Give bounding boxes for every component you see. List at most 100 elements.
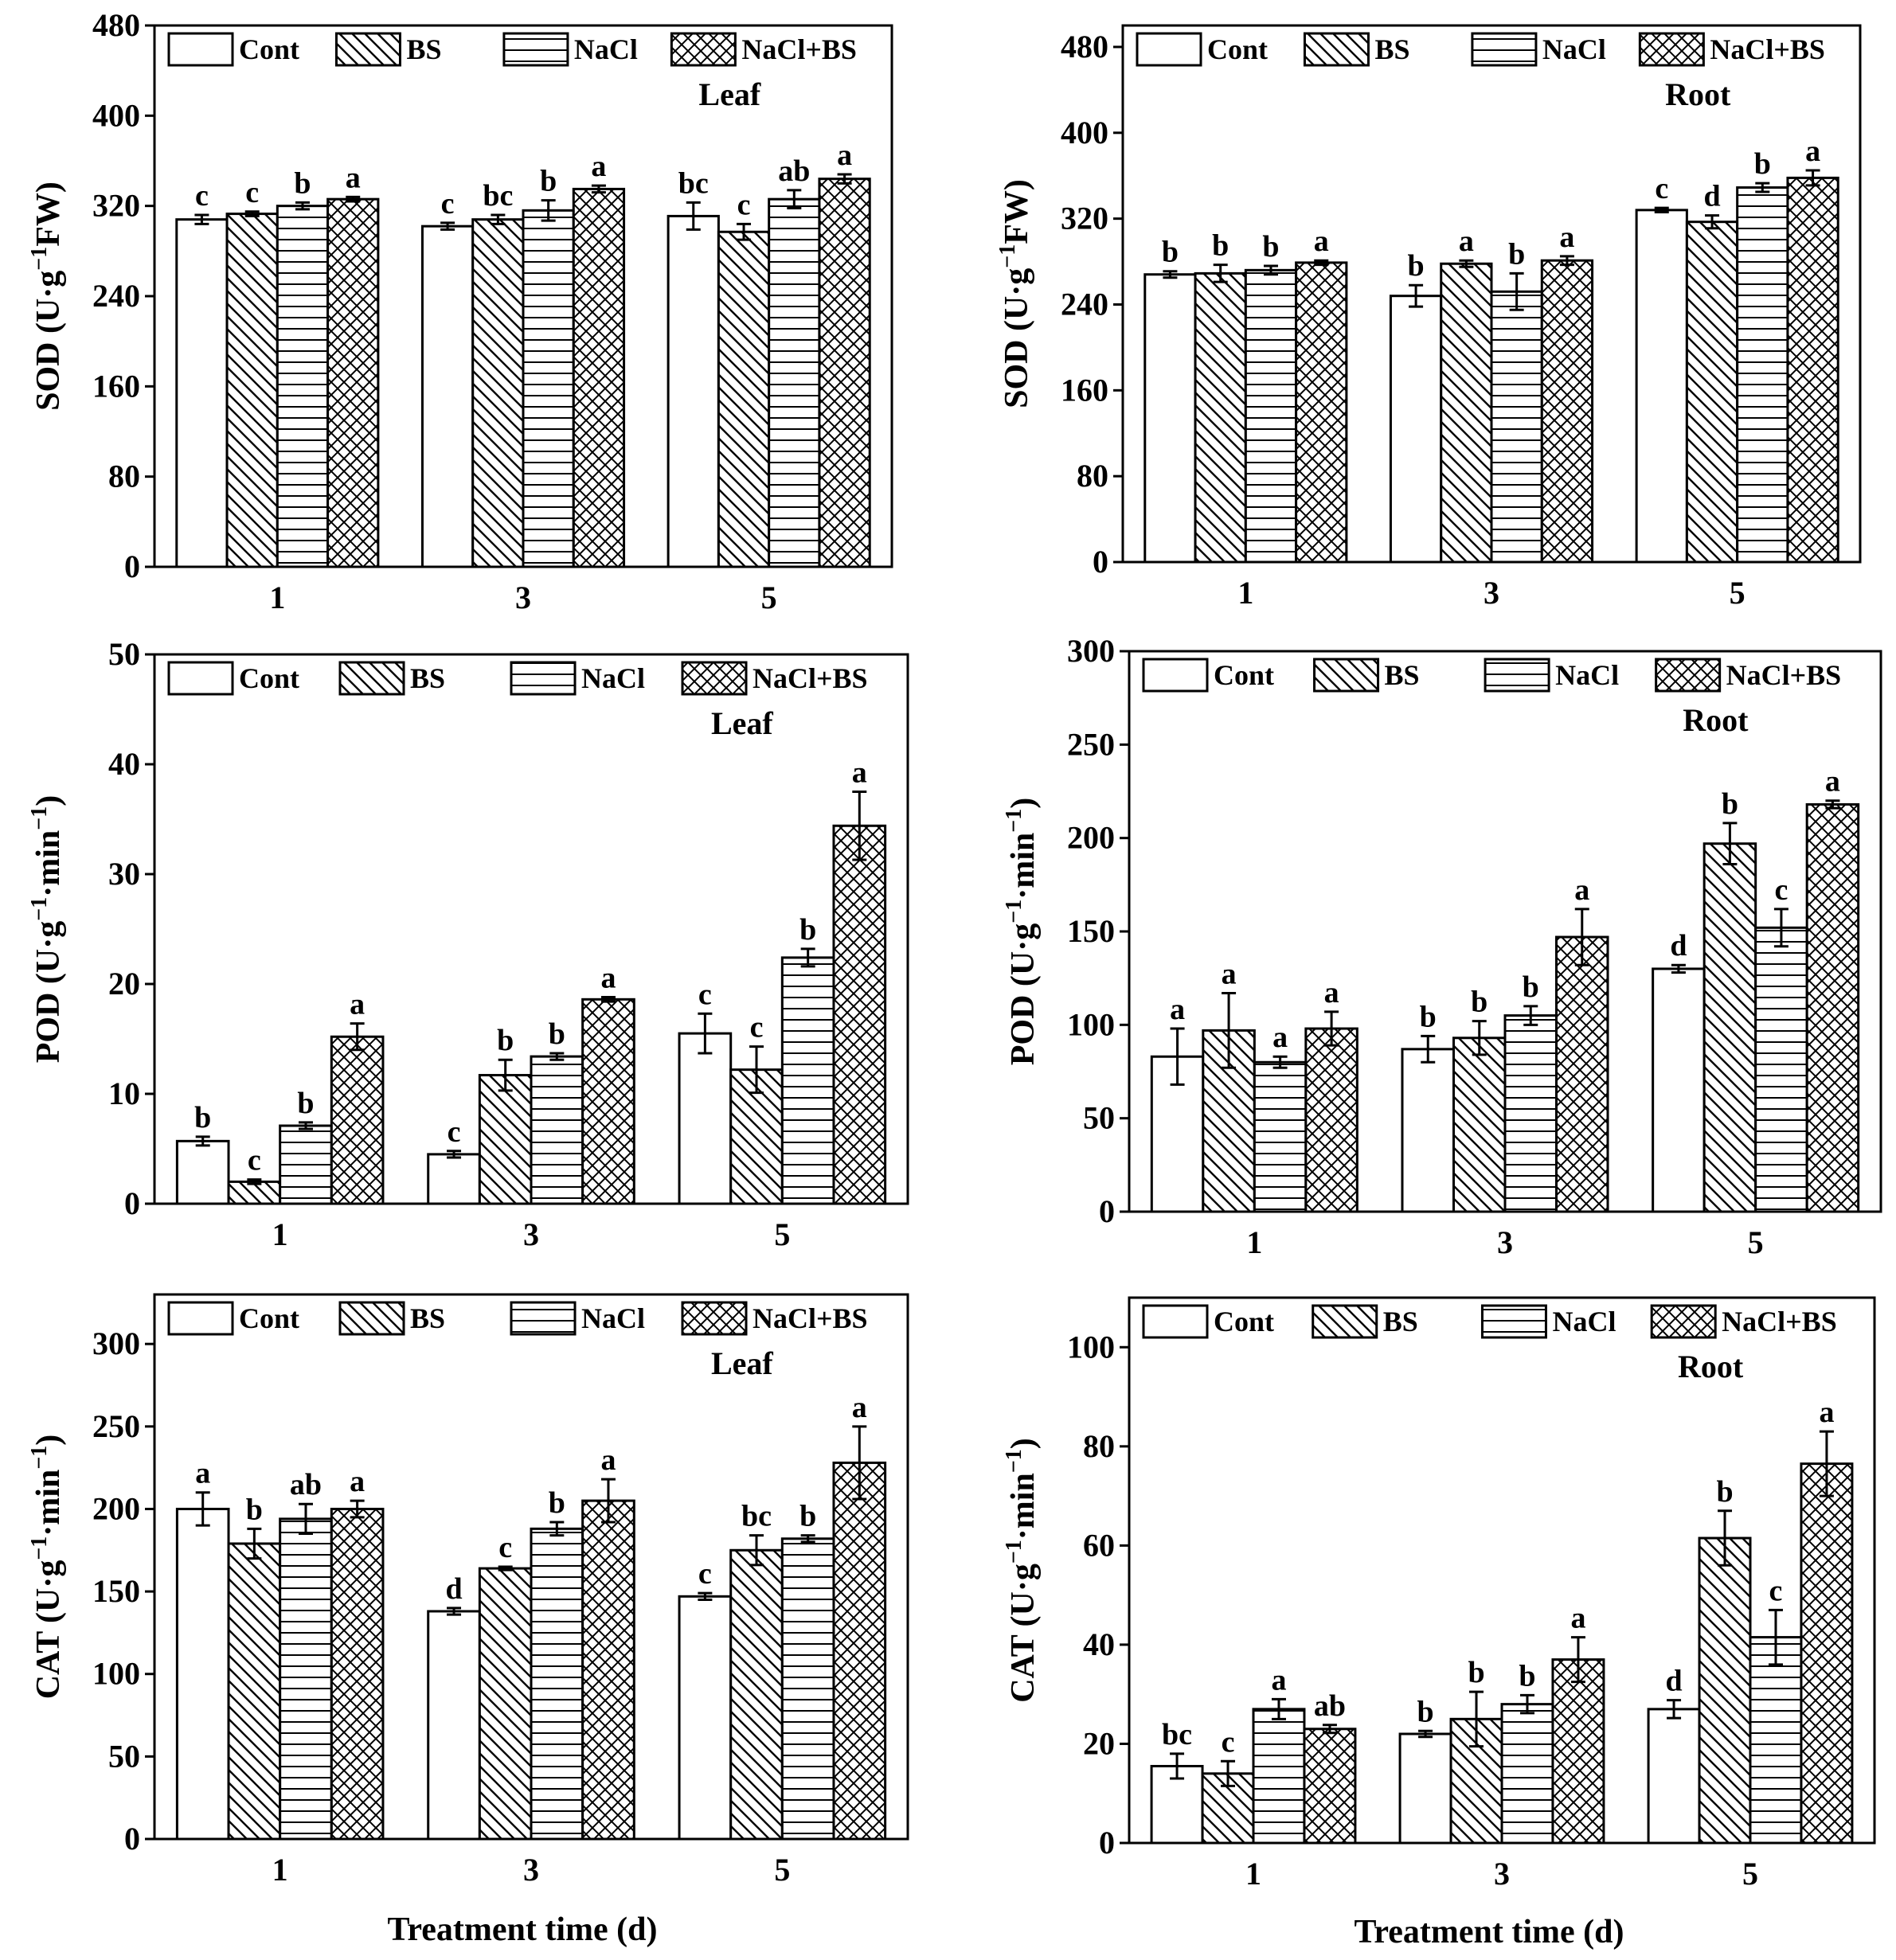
significance-letter: b: [1417, 1695, 1433, 1728]
bar-NaClBS-day1: [1295, 261, 1348, 564]
significance-letter: b: [1408, 249, 1425, 283]
x-tick-label: 3: [1494, 1856, 1510, 1892]
x-tick-label: 1: [1237, 575, 1253, 611]
bar-BS-day1: [225, 213, 279, 568]
y-tick-label: 0: [1099, 1193, 1115, 1229]
significance-letter: c: [248, 1144, 261, 1177]
legend-label-cont: Cont: [239, 33, 299, 65]
y-tick-label: 480: [1061, 29, 1108, 64]
significance-letter: d: [1665, 1665, 1682, 1698]
significance-letter: a: [1314, 225, 1329, 258]
legend-label-nacl: NaCl: [1552, 1306, 1616, 1337]
bar-NaClBS-day5: [1805, 802, 1860, 1213]
legend-swatch-nacl: [510, 1301, 577, 1336]
significance-letter: a: [1559, 221, 1574, 254]
y-tick-label: 100: [92, 1656, 140, 1692]
y-tick-label: 60: [1083, 1527, 1115, 1563]
bar-NaCl-day5: [768, 197, 821, 568]
y-axis-label: CAT (U·g−1·min−1): [27, 1435, 67, 1700]
panel-tag: Root: [1678, 1349, 1744, 1384]
y-tick-label: 0: [124, 1185, 140, 1221]
significance-letter: c: [498, 1531, 512, 1564]
significance-letter: b: [1262, 230, 1279, 264]
y-tick-label: 100: [1067, 1329, 1115, 1365]
significance-letter: b: [799, 913, 816, 947]
bar-Cont-day5: [678, 1595, 733, 1841]
x-tick-label: 3: [515, 580, 531, 615]
legend-swatch-bs: [1313, 658, 1380, 693]
legend-swatch-cont: [167, 661, 234, 696]
significance-letter: ab: [778, 154, 810, 188]
legend: Cont BS NaCl NaCl+BS: [1142, 658, 1841, 693]
legend-label-bs: BS: [410, 1302, 445, 1334]
legend-label-nacl: NaCl: [581, 1302, 645, 1334]
significance-letter: a: [837, 139, 852, 172]
bar-NaClBS-day3: [1555, 935, 1609, 1213]
legend-swatch-bs: [334, 32, 401, 67]
significance-letter: c: [1655, 172, 1668, 205]
legend-label-nacl: NaCl: [581, 662, 645, 694]
x-tick-label: 3: [523, 1852, 539, 1888]
bar-Cont-day3: [1398, 1732, 1452, 1845]
significance-letter: b: [297, 1087, 314, 1120]
significance-letter: ab: [1314, 1689, 1346, 1723]
y-axis-label: POD (U·g−1·min−1): [1002, 798, 1042, 1065]
legend-label-nacl_bs: NaCl+BS: [753, 662, 868, 694]
x-tick-label: 5: [1742, 1856, 1758, 1892]
y-axis-label: POD (U·g−1·min−1): [27, 795, 67, 1063]
significance-letter: b: [1523, 970, 1539, 1004]
significance-letter: d: [1670, 929, 1687, 962]
bar-BS-day5: [729, 1548, 784, 1841]
bar-NaClBS-day1: [1304, 1027, 1358, 1213]
bar-BS-day1: [1194, 271, 1247, 564]
legend: Cont BS NaCl NaCl+BS: [167, 32, 857, 67]
y-tick-label: 80: [108, 459, 140, 494]
significance-letter: a: [1574, 873, 1589, 907]
significance-letter: bc: [483, 179, 513, 213]
panel-tag: Leaf: [698, 76, 760, 112]
significance-letter: b: [246, 1493, 263, 1526]
legend-swatch-nacl_bs: [681, 661, 748, 696]
legend: Cont BS NaCl NaCl+BS: [167, 661, 868, 696]
significance-letter: a: [1222, 957, 1237, 990]
x-tick-label: 1: [272, 1852, 288, 1888]
significance-letter: b: [1754, 147, 1771, 181]
bar-BS-day3: [1452, 1037, 1507, 1213]
bar-Cont-day3: [427, 1153, 481, 1205]
bar-NaClBS-day5: [818, 178, 871, 568]
significance-letter: bc: [741, 1500, 772, 1533]
y-tick-label: 50: [108, 636, 140, 672]
significance-letter: a: [852, 756, 867, 790]
significance-letter: a: [1271, 1663, 1286, 1696]
significance-letter: c: [1222, 1725, 1235, 1759]
legend-label-bs: BS: [410, 662, 445, 694]
significance-letter: b: [1162, 236, 1179, 269]
bar-Cont-day1: [175, 1139, 230, 1205]
significance-letter: a: [1324, 976, 1339, 1009]
bar-NaCl-day5: [1754, 926, 1808, 1213]
bar-NaClBS-day1: [330, 1035, 385, 1205]
legend-label-nacl_bs: NaCl+BS: [741, 33, 857, 65]
bar-NaClBS-day5: [832, 1461, 887, 1841]
bar-Cont-day1: [175, 1507, 230, 1841]
significance-letter: c: [737, 188, 751, 221]
y-tick-label: 250: [92, 1408, 140, 1444]
legend-label-cont: Cont: [1214, 1306, 1274, 1337]
y-tick-label: 480: [92, 7, 140, 43]
legend-swatch-nacl_bs: [681, 1301, 748, 1336]
legend-swatch-nacl: [1471, 32, 1538, 67]
y-axis-label: CAT (U·g−1·min−1): [1002, 1438, 1042, 1703]
bar-BS-day5: [1698, 1536, 1752, 1845]
legend-swatch-cont: [1142, 1304, 1209, 1339]
significance-letter: d: [445, 1572, 462, 1606]
significance-letter: b: [1519, 1659, 1535, 1693]
significance-letter: b: [549, 1486, 565, 1520]
significance-letter: c: [245, 176, 259, 209]
legend-swatch-bs: [338, 661, 405, 696]
y-tick-label: 0: [124, 1821, 140, 1857]
bar-NaCl-day1: [276, 205, 330, 568]
legend-swatch-nacl: [502, 32, 569, 67]
x-tick-label: 3: [523, 1216, 539, 1252]
legend: Cont BS NaCl NaCl+BS: [167, 1301, 868, 1336]
